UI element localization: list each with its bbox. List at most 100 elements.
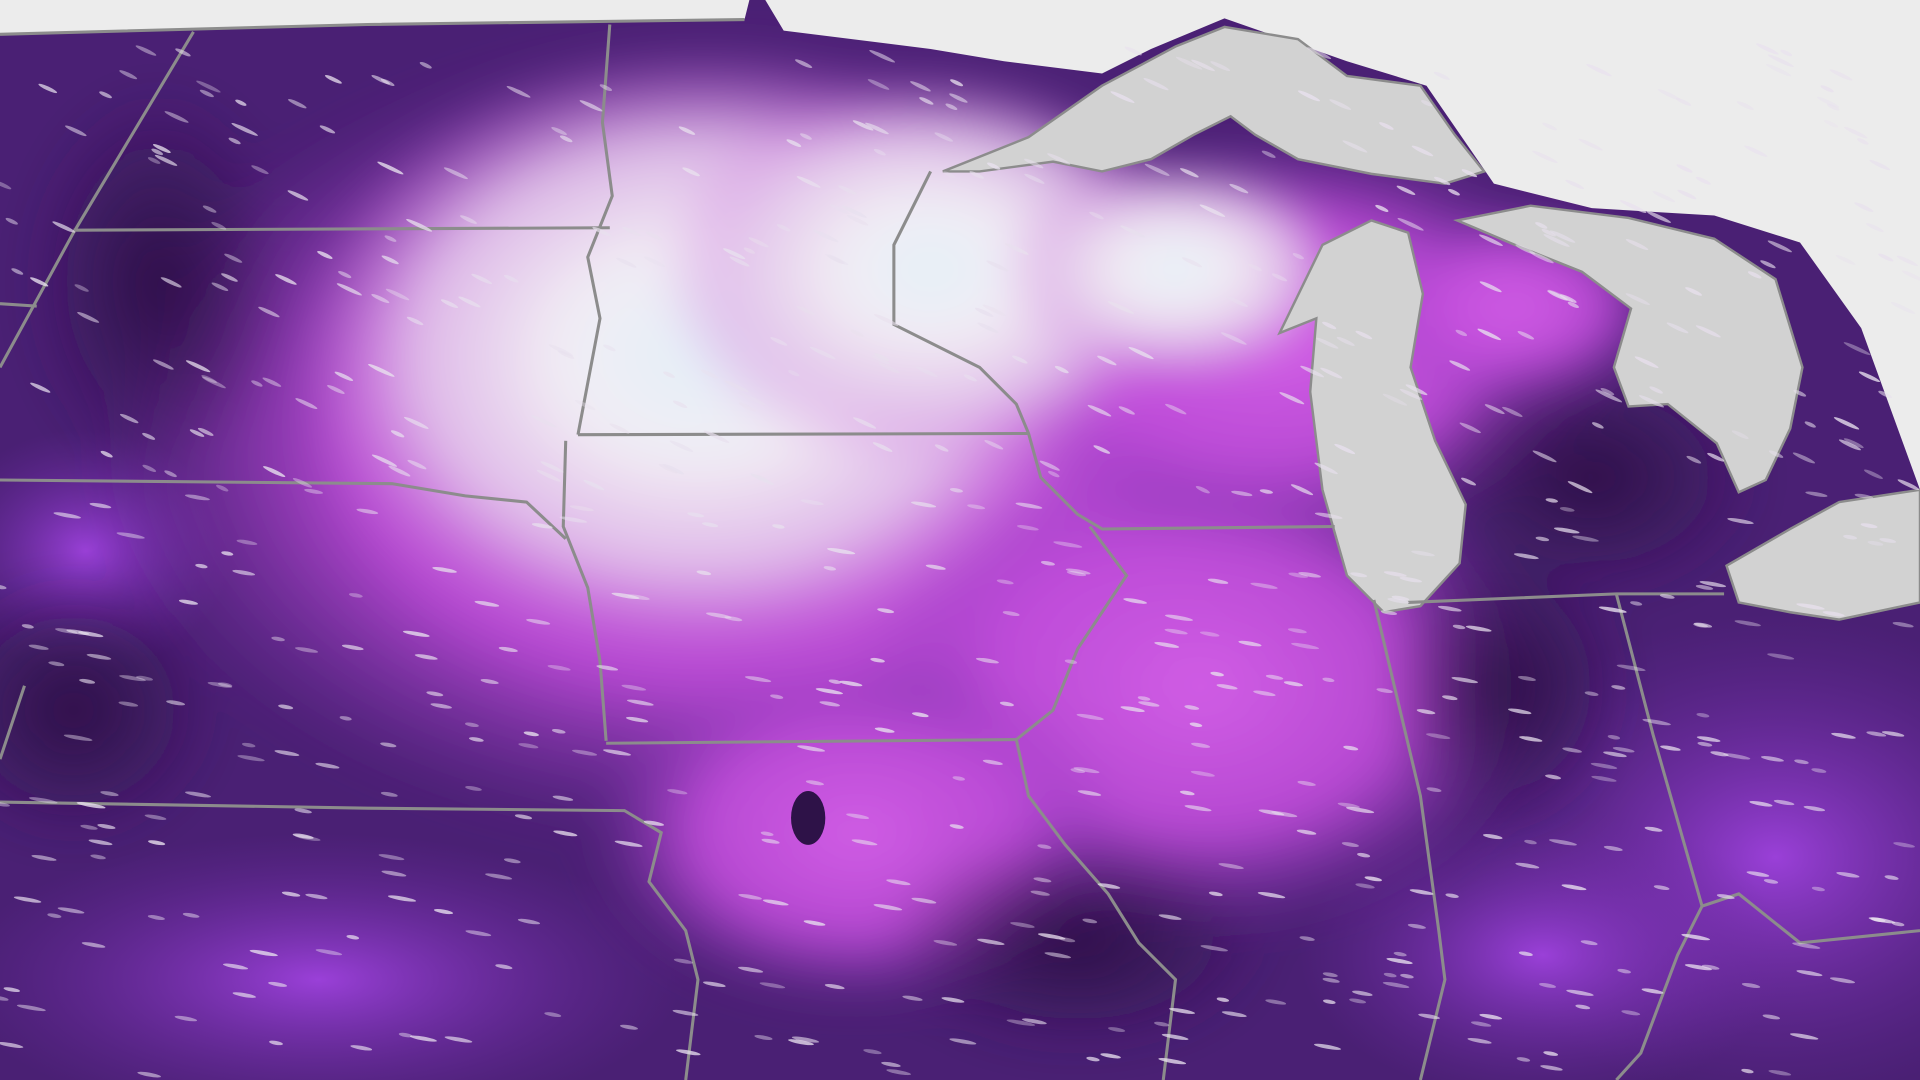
- wind-streak: [1685, 287, 1703, 296]
- wind-streak: [982, 304, 1006, 317]
- wind-streak: [1532, 150, 1558, 164]
- wind-streak: [1271, 273, 1288, 282]
- wind-streak: [950, 79, 964, 87]
- wind-streak: [1524, 839, 1537, 845]
- wind-streak: [865, 122, 889, 135]
- wind-streak: [86, 653, 112, 660]
- wind-streak: [201, 375, 217, 384]
- wind-streak: [1827, 103, 1840, 111]
- wind-streak: [1584, 691, 1599, 696]
- wind-streak: [232, 569, 256, 576]
- wind-streak: [1265, 999, 1287, 1005]
- wind-streak: [863, 1049, 882, 1055]
- wind-streak: [805, 780, 824, 786]
- wind-streak: [402, 630, 430, 637]
- wind-streak: [216, 484, 229, 492]
- wind-streak: [1796, 970, 1823, 977]
- wind-streak: [1165, 403, 1187, 415]
- wind-streak: [1591, 775, 1617, 782]
- wind-streak: [809, 346, 836, 360]
- wind-streak: [609, 423, 630, 434]
- wind-streak: [626, 716, 649, 723]
- wind-streak: [202, 376, 226, 389]
- wind-streak: [1097, 355, 1117, 366]
- wind-streak: [232, 992, 256, 998]
- wind-streak: [871, 355, 891, 365]
- wind-streak: [1189, 722, 1203, 727]
- wind-streak: [1540, 1065, 1563, 1071]
- wind-streak: [231, 123, 258, 136]
- wind-streak: [596, 665, 619, 671]
- wind-streak: [1154, 1021, 1170, 1027]
- lake-huron: [1453, 204, 1804, 494]
- wind-streak: [30, 277, 49, 287]
- wind-streak: [1024, 173, 1045, 184]
- wind-streak: [1461, 477, 1477, 486]
- wind-streak: [99, 91, 112, 99]
- wind-streak: [1386, 957, 1413, 964]
- wind-streak: [795, 59, 813, 69]
- wind-streak: [1258, 809, 1285, 816]
- wind-streak: [414, 654, 438, 660]
- wind-streak: [1002, 611, 1020, 617]
- wind-streak: [1539, 983, 1556, 988]
- wind-streak: [196, 80, 221, 93]
- wind-streak: [268, 981, 288, 987]
- wind-streak: [207, 681, 233, 688]
- wind-streak: [1416, 709, 1436, 715]
- wind-streak: [1442, 695, 1458, 701]
- wind-streak: [380, 742, 397, 748]
- wind-streak: [1542, 122, 1557, 131]
- wind-streak: [1448, 188, 1460, 196]
- wind-streak: [1087, 404, 1112, 417]
- wind-streak: [1519, 736, 1543, 742]
- wind-streak: [1559, 507, 1575, 512]
- wind-streak: [1405, 384, 1428, 396]
- wind-streak: [97, 824, 116, 830]
- wind-streak: [738, 966, 764, 973]
- wind-streak: [703, 430, 730, 443]
- wind-streak: [621, 684, 647, 691]
- wind-streak: [1005, 243, 1029, 255]
- wind-streak: [199, 89, 214, 98]
- wind-streak: [1723, 753, 1751, 760]
- wind-streak: [1701, 964, 1720, 970]
- wind-streak: [999, 701, 1014, 707]
- wind-streak: [1824, 120, 1839, 128]
- wind-streak: [952, 776, 965, 781]
- wind-streak: [338, 270, 352, 279]
- wind-streak: [184, 494, 210, 501]
- wind-streak: [1789, 1033, 1819, 1040]
- wind-streak: [0, 180, 12, 190]
- wind-streak: [1881, 731, 1905, 737]
- wind-streak: [304, 488, 324, 494]
- wind-streak: [1603, 751, 1627, 758]
- wind-streak: [119, 413, 139, 424]
- wind-streak: [1561, 884, 1587, 891]
- wind-streak: [1407, 923, 1426, 929]
- wind-streak: [1118, 406, 1135, 415]
- wind-streak: [1545, 498, 1558, 503]
- wind-streak: [796, 176, 821, 188]
- wind-streak: [1744, 145, 1768, 157]
- wind-streak: [1047, 153, 1071, 165]
- wind-streak: [356, 508, 379, 515]
- wind-streak: [1695, 584, 1714, 590]
- wind-streak: [1518, 676, 1536, 681]
- wind-streak: [468, 737, 484, 742]
- wind-streak: [63, 734, 93, 741]
- wind-streak: [1763, 879, 1779, 884]
- wind-streak: [1437, 605, 1462, 612]
- wind-streak: [1320, 367, 1343, 379]
- wind-streak: [829, 204, 850, 215]
- wind-streak: [518, 743, 539, 749]
- wind-streak: [1190, 770, 1215, 777]
- wind-streak: [1502, 406, 1523, 417]
- wind-streak: [378, 854, 405, 861]
- wind-streak: [292, 833, 314, 839]
- wind-streak: [874, 353, 890, 362]
- wind-streak: [886, 879, 911, 886]
- wind-streak: [317, 250, 333, 259]
- wind-streak: [1893, 842, 1915, 848]
